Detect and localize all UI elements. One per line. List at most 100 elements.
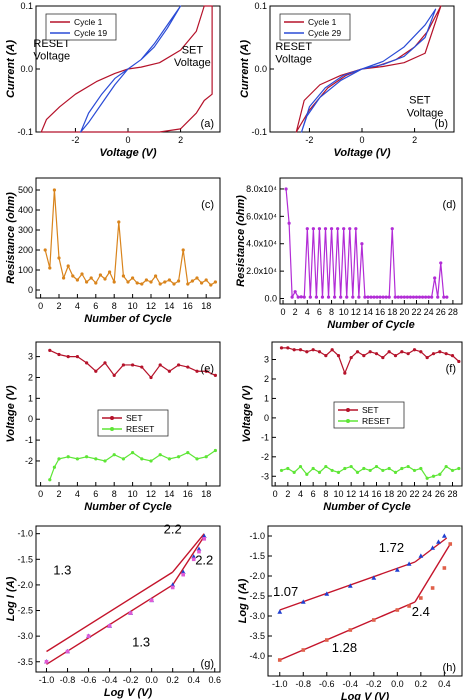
fit-line [172, 533, 205, 573]
data-point [420, 295, 425, 299]
data-point [390, 227, 394, 231]
data-point [66, 264, 70, 268]
data-point [368, 350, 372, 354]
x-tick-label: 22 [411, 307, 421, 317]
data-point [305, 472, 309, 476]
x-tick-label: 14 [164, 489, 174, 499]
data-point [411, 295, 416, 299]
y-axis-label: Log I (A) [237, 578, 249, 623]
data-point [43, 248, 47, 252]
annotation: RESET [275, 41, 312, 53]
data-point [158, 363, 162, 367]
x-axis-label: Voltage (V) [333, 147, 390, 159]
x-tick-label: 28 [447, 489, 457, 499]
data-point [112, 453, 116, 457]
x-tick-label: 2 [178, 135, 183, 145]
data-point [371, 575, 377, 580]
data-point [279, 468, 284, 473]
data-point [366, 295, 370, 299]
x-tick-label: 20 [399, 307, 409, 317]
legend-entry: SET [126, 413, 143, 423]
x-axis-label: Number of Cycle [84, 501, 171, 513]
plot-frame [267, 525, 463, 677]
data-point [170, 585, 175, 590]
y-tick-label: 8.0x10⁴ [246, 184, 277, 194]
x-tick-label: -1.0 [39, 675, 55, 685]
data-point [311, 227, 315, 231]
data-point [213, 448, 217, 453]
data-point [445, 295, 449, 299]
x-tick-label: 0.4 [438, 679, 451, 689]
x-tick-label: 12 [146, 489, 156, 499]
data-point [201, 533, 207, 539]
y-tick-label: -1.0 [17, 529, 33, 539]
data-point [457, 359, 461, 364]
data-point [103, 361, 107, 365]
data-point [374, 352, 379, 356]
data-point [108, 270, 112, 274]
legend-entry: Cycle 1 [308, 17, 337, 27]
x-tick-label: 6 [317, 307, 322, 317]
y-tick-label: -2.5 [17, 606, 33, 616]
data-point [112, 280, 116, 284]
legend-marker [110, 416, 114, 420]
data-point [384, 295, 388, 299]
data-point [44, 659, 49, 664]
x-tick-label: 20 [397, 489, 407, 499]
data-point [406, 464, 410, 469]
data-point [292, 348, 296, 352]
data-point [324, 464, 328, 469]
x-tick-label: 2 [412, 135, 417, 145]
data-point [407, 604, 411, 608]
x-tick-label: 0 [273, 489, 278, 499]
x-axis-label: Number of Cycle [84, 313, 171, 325]
chart-panel-6: 0 2 4 6 8 10 12 14 16 18 20 22 24 26 28-3-2-10123Numbe… [241, 341, 463, 513]
y-tick-label: -2.5 [249, 591, 265, 601]
data-point [336, 470, 341, 474]
data-point [195, 276, 199, 280]
data-point [431, 474, 436, 478]
x-tick-label: -2 [71, 135, 79, 145]
data-point [293, 290, 297, 294]
y-tick-label: 0 [28, 414, 33, 424]
data-point [302, 295, 306, 299]
data-point [381, 295, 385, 299]
data-point [181, 572, 185, 577]
x-tick-label: 6 [93, 489, 98, 499]
x-tick-label: 28 [448, 307, 458, 317]
y-axis-label: Resistance (ohm) [235, 195, 247, 287]
plot-frame [35, 177, 221, 299]
x-tick-label: 24 [424, 307, 434, 317]
series-line [49, 450, 216, 480]
data-point [65, 649, 70, 654]
x-tick-label: 10 [333, 489, 343, 499]
y-tick-label: 200 [18, 245, 33, 255]
y-tick-label: -3.0 [249, 611, 265, 621]
data-point [363, 295, 367, 299]
data-point [112, 373, 116, 377]
annotation: Voltage [275, 54, 312, 66]
data-point [66, 455, 70, 459]
data-point [330, 468, 334, 473]
y-tick-label: -0.1 [251, 127, 267, 137]
data-point [149, 280, 153, 284]
data-point [339, 295, 343, 299]
x-tick-label: 24 [422, 489, 432, 499]
data-point [399, 295, 403, 299]
annotation: 1.3 [53, 563, 71, 578]
x-tick-label: 4 [75, 489, 80, 499]
x-axis-label: Log V (V) [104, 687, 153, 699]
data-point [442, 566, 447, 570]
data-point [349, 464, 353, 469]
data-point [191, 554, 197, 559]
data-point [284, 187, 288, 191]
data-point [213, 280, 217, 284]
data-point [191, 557, 196, 562]
y-tick-label: 0.0 [254, 64, 267, 74]
series-line [80, 5, 182, 133]
x-tick-label: 18 [384, 489, 394, 499]
x-tick-label: -0.6 [319, 679, 335, 689]
